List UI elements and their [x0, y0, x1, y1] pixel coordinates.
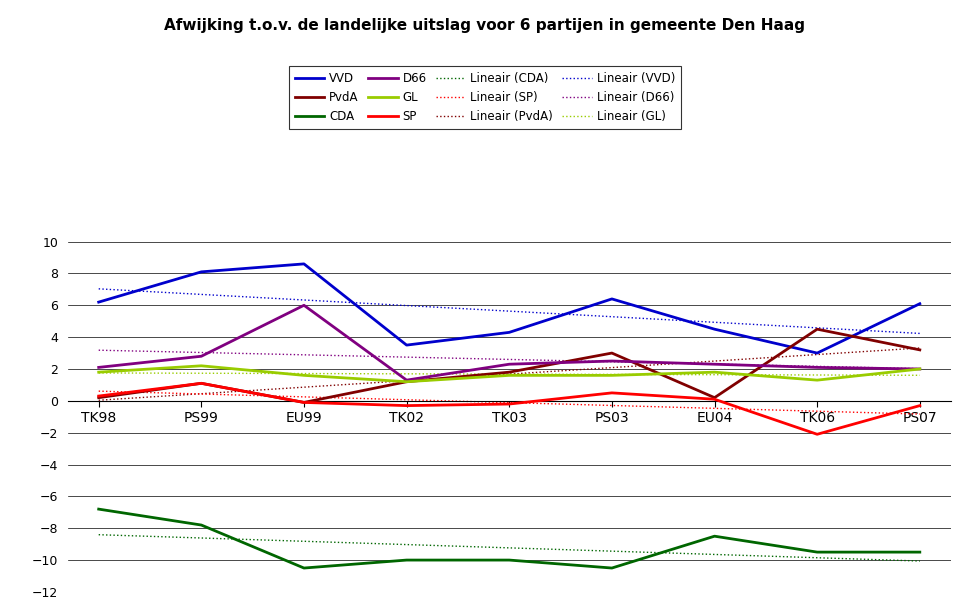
- Legend: VVD, PvdA, CDA, D66, GL, SP, Lineair (CDA), Lineair (SP), Lineair (PvdA), Lineai: VVD, PvdA, CDA, D66, GL, SP, Lineair (CD…: [289, 66, 680, 129]
- Text: Afwijking t.o.v. de landelijke uitslag voor 6 partijen in gemeente Den Haag: Afwijking t.o.v. de landelijke uitslag v…: [165, 18, 804, 33]
